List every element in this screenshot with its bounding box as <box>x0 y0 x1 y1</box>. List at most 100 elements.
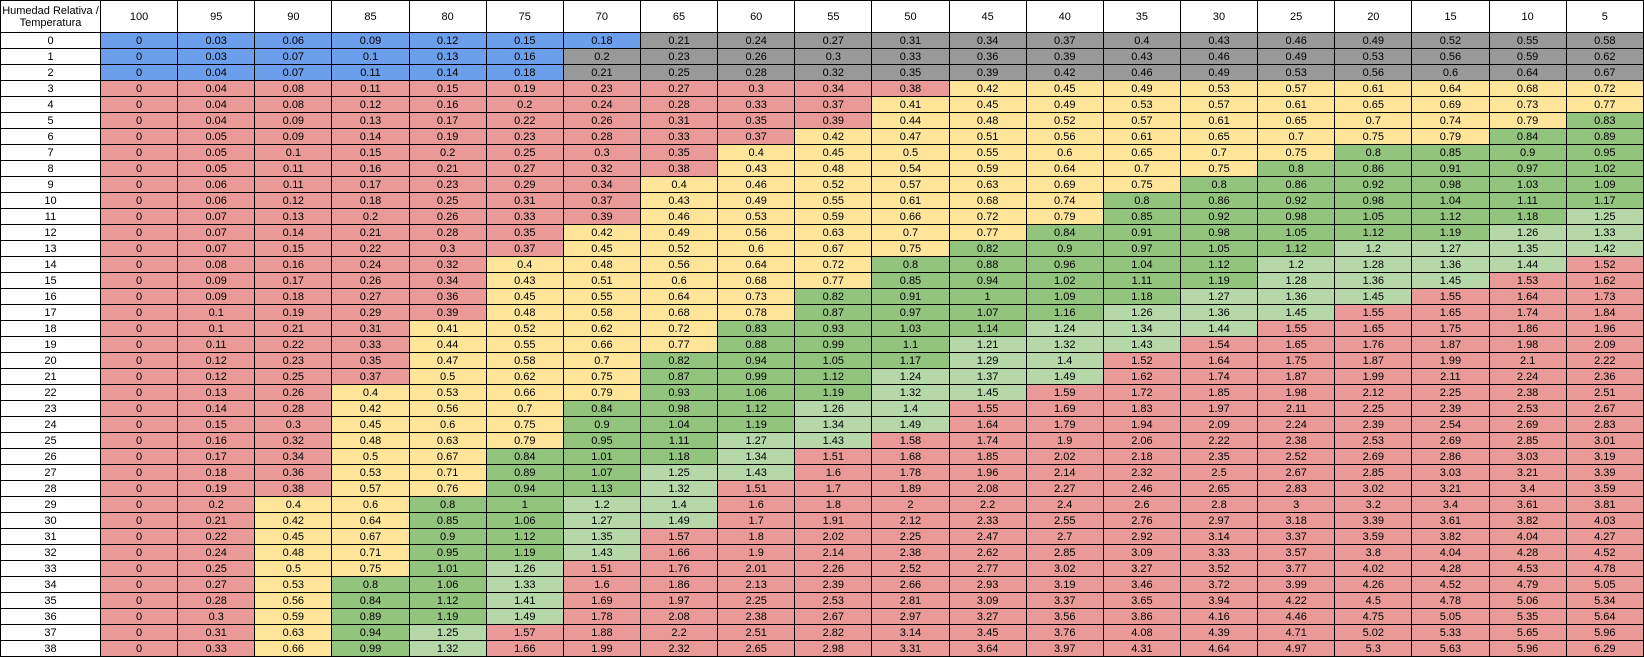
table-cell: 2.47 <box>948 528 1027 545</box>
table-cell: 0.4 <box>254 496 333 513</box>
table-cell: 0.52 <box>1411 32 1490 49</box>
table-cell: 1.34 <box>717 448 796 465</box>
table-cell: 0.88 <box>948 256 1027 273</box>
table-cell: 0.05 <box>177 160 256 177</box>
table-cell: 0.88 <box>717 336 796 353</box>
table-cell: 1.52 <box>1565 256 1644 273</box>
table-cell: 1.76 <box>639 560 719 577</box>
table-cell: 0.53 <box>1102 96 1181 113</box>
table-cell: 0.85 <box>871 272 950 289</box>
table-row: 17 0 0.1 0.19 0.29 0.39 0.48 0.58 0.68 0.78 0.87 0.… <box>0 304 1644 321</box>
table-cell: 2.53 <box>794 592 873 609</box>
table-cell: 2.85 <box>1488 432 1567 449</box>
table-cell: 0.43 <box>639 192 719 209</box>
table-cell: 0 <box>99 336 179 353</box>
table-cell: 1.99 <box>1334 368 1413 385</box>
column-header: 5 <box>1565 0 1644 33</box>
table-cell: 3.86 <box>1102 608 1181 625</box>
table-row: 14 0 0.08 0.16 0.24 0.32 0.4 0.48 0.56 0.64 0.72 0.… <box>0 256 1644 273</box>
table-cell: 0.07 <box>177 240 256 257</box>
column-header: 15 <box>1411 0 1490 33</box>
table-cell: 0.94 <box>485 480 564 497</box>
row-label: 3 <box>0 80 101 97</box>
table-cell: 0.19 <box>485 80 564 97</box>
table-cell: 0 <box>99 128 179 145</box>
table-cell: 0.64 <box>1025 160 1104 177</box>
row-label: 18 <box>0 320 101 337</box>
table-cell: 1.06 <box>485 512 564 529</box>
table-cell: 0.37 <box>331 368 410 385</box>
table-cell: 3.82 <box>1488 512 1567 529</box>
table-cell: 0.33 <box>639 128 719 145</box>
table-cell: 2.1 <box>1488 352 1567 369</box>
table-cell: 0.48 <box>331 432 410 449</box>
table-cell: 0.8 <box>1179 176 1259 193</box>
table-cell: 1.33 <box>485 576 564 593</box>
table-cell: 1.12 <box>717 400 796 417</box>
table-cell: 0.27 <box>639 80 719 97</box>
table-cell: 0.8 <box>1102 192 1181 209</box>
table-cell: 0.43 <box>1179 32 1259 49</box>
table-cell: 0.19 <box>408 128 487 145</box>
table-cell: 0.6 <box>408 416 487 433</box>
table-cell: 0.37 <box>562 192 641 209</box>
table-cell: 1.36 <box>1179 304 1259 321</box>
table-cell: 0.06 <box>254 32 333 49</box>
table-cell: 0.34 <box>254 448 333 465</box>
table-cell: 0.13 <box>408 48 487 65</box>
table-row: 27 0 0.18 0.36 0.53 0.71 0.89 1.07 1.25 1.43 1.6 1.… <box>0 464 1644 481</box>
table-cell: 0.49 <box>1179 64 1259 81</box>
table-cell: 0.77 <box>948 224 1027 241</box>
table-cell: 0.95 <box>562 432 641 449</box>
table-cell: 4.02 <box>1334 560 1413 577</box>
table-cell: 0 <box>99 512 179 529</box>
table-cell: 1.35 <box>562 528 641 545</box>
table-cell: 0.47 <box>871 128 950 145</box>
table-cell: 0.16 <box>331 160 410 177</box>
table-cell: 2.33 <box>948 512 1027 529</box>
table-cell: 0.4 <box>717 144 796 161</box>
table-cell: 0.53 <box>408 384 487 401</box>
table-cell: 0.09 <box>177 272 256 289</box>
row-label: 8 <box>0 160 101 177</box>
table-cell: 2.02 <box>794 528 873 545</box>
table-cell: 0.55 <box>948 144 1027 161</box>
table-cell: 0.03 <box>177 32 256 49</box>
table-cell: 1.43 <box>717 464 796 481</box>
table-cell: 0.25 <box>254 368 333 385</box>
table-cell: 0.71 <box>408 464 487 481</box>
table-cell: 0.5 <box>331 448 410 465</box>
table-cell: 0.58 <box>485 352 564 369</box>
table-cell: 0.98 <box>1257 208 1336 225</box>
table-cell: 1.01 <box>562 448 641 465</box>
table-cell: 1.07 <box>948 304 1027 321</box>
table-cell: 0.25 <box>177 560 256 577</box>
table-cell: 0.8 <box>331 576 410 593</box>
table-cell: 1.42 <box>1565 240 1644 257</box>
table-cell: 0.63 <box>794 224 873 241</box>
table-cell: 0.48 <box>562 256 641 273</box>
table-cell: 0.43 <box>1102 48 1181 65</box>
table-cell: 0.57 <box>1257 80 1336 97</box>
table-cell: 0.84 <box>485 448 564 465</box>
table-cell: 3.21 <box>1488 464 1567 481</box>
table-row: 7 0 0.05 0.1 0.15 0.2 0.25 0.3 0.35 0.4 0.45 0.5 0.5… <box>0 144 1644 161</box>
table-cell: 1.12 <box>1411 208 1490 225</box>
table-cell: 1.54 <box>1179 336 1259 353</box>
table-cell: 5.05 <box>1565 576 1644 593</box>
table-cell: 1.75 <box>1257 352 1336 369</box>
table-cell: 0.79 <box>485 432 564 449</box>
table-cell: 0.95 <box>1565 144 1644 161</box>
table-cell: 0.33 <box>331 336 410 353</box>
row-label: 10 <box>0 192 101 209</box>
table-cell: 1.78 <box>871 464 950 481</box>
table-cell: 1.87 <box>1411 336 1490 353</box>
table-cell: 0.14 <box>254 224 333 241</box>
table-cell: 0.59 <box>948 160 1027 177</box>
table-cell: 4.52 <box>1411 576 1490 593</box>
table-cell: 0.97 <box>1102 240 1181 257</box>
table-cell: 0.9 <box>1488 144 1567 161</box>
table-cell: 2.4 <box>1025 496 1104 513</box>
table-row: 31 0 0.22 0.45 0.67 0.9 1.12 1.35 1.57 1.8 2.02 2.2… <box>0 528 1644 545</box>
table-cell: 0.56 <box>1025 128 1104 145</box>
